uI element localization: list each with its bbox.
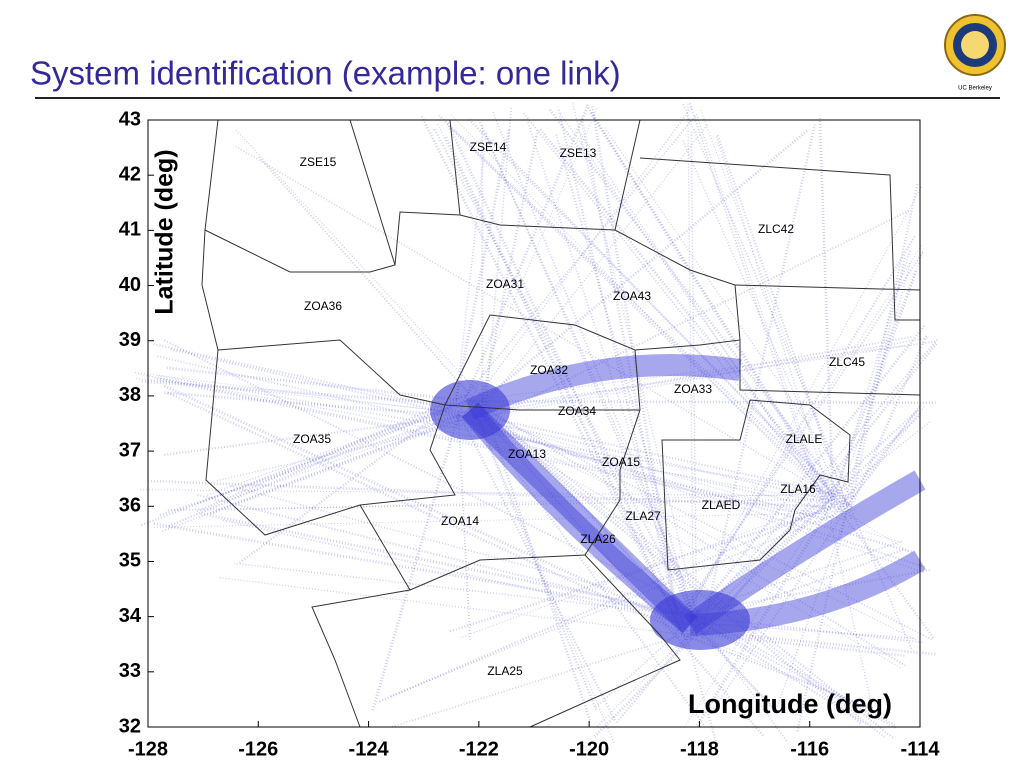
sector-label: ZLA26 [580,532,616,546]
x-tick-label: -126 [238,738,278,760]
x-tick-label: -122 [459,738,499,760]
sector-label: ZOA33 [674,382,712,396]
y-tick-label: 35 [119,550,141,572]
sector-label: ZSE14 [470,140,507,154]
sector-label: ZLC45 [829,355,865,369]
sector-label: ZOA34 [558,404,596,418]
y-tick-label: 34 [119,605,142,627]
x-tick-label: -116 [790,738,829,760]
sector-label: ZSE13 [560,146,597,160]
sector-label: ZLAED [702,498,741,512]
y-tick-label: 33 [119,660,141,682]
x-axis-label: Longitude (deg) [688,689,892,719]
sector-label: ZOA31 [486,277,524,291]
x-tick-label: -118 [680,738,719,760]
x-tick-label: -128 [128,738,168,760]
sector-label: ZOA14 [441,514,479,528]
y-tick-label: 37 [119,439,141,461]
sector-label: ZOA13 [508,447,546,461]
sector-label: ZOA35 [293,432,331,446]
x-tick-label: -120 [569,738,609,760]
y-tick-label: 42 [119,163,141,185]
hub [430,380,510,440]
logo-caption: UC Berkeley [958,86,992,92]
y-tick-label: 40 [119,274,141,296]
sector-label: ZOA43 [613,289,651,303]
y-axis-label: Latitude (deg) [151,149,179,314]
y-tick-label: 36 [119,495,141,517]
sector-label: ZSE15 [300,155,337,169]
y-tick-label: 32 [119,715,141,737]
x-tick-label: -114 [901,738,941,760]
sector-label: ZLA16 [780,482,816,496]
y-tick-label: 41 [119,219,141,241]
y-tick-label: 38 [119,384,141,406]
y-tick-label: 39 [119,329,141,351]
slide-title: System identification (example: one link… [30,55,621,92]
sector-label: ZOA32 [530,363,568,377]
sector-label: ZLC42 [758,222,794,236]
sector-label: ZLA27 [625,509,661,523]
x-tick-label: -124 [349,738,390,760]
sector-label: ZLA25 [487,664,523,678]
sector-label: ZLALE [786,432,823,446]
sector-label: ZOA15 [602,455,640,469]
y-tick-label: 43 [119,108,141,130]
logo: UC Berkeley [945,15,1005,92]
sector-label: ZOA36 [304,299,342,313]
plot-area [148,120,920,727]
